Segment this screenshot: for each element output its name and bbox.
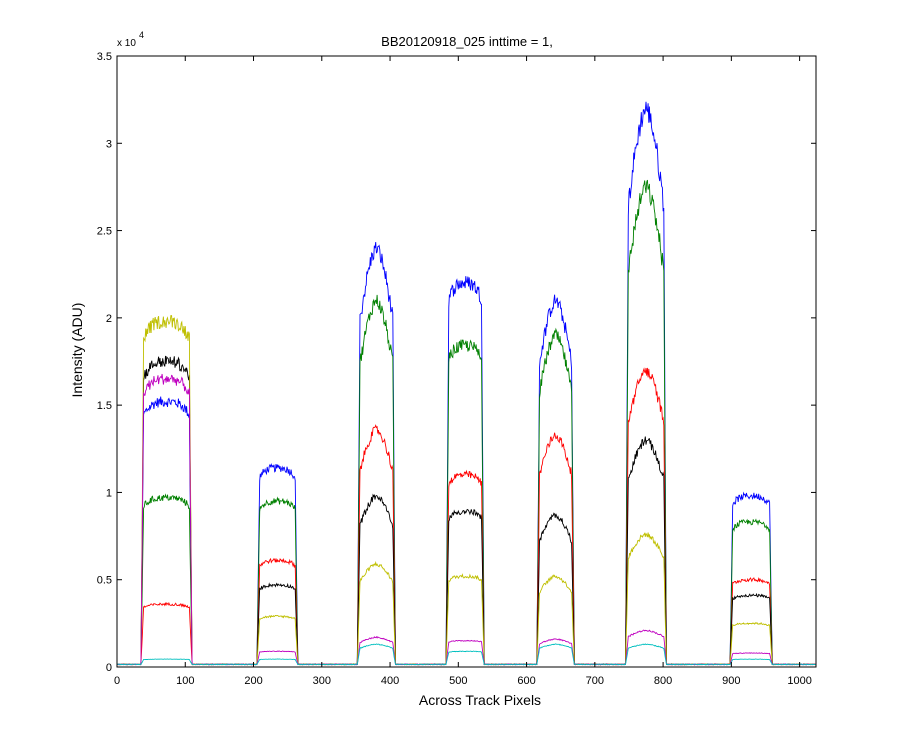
- x-tick-label: 500: [449, 675, 467, 687]
- x-tick-label: 0: [114, 675, 120, 687]
- y-tick-label: 0: [106, 662, 112, 674]
- x-tick-label: 600: [517, 675, 535, 687]
- x-tick-label: 700: [586, 675, 604, 687]
- y-tick-label: 2: [106, 313, 112, 325]
- y-tick-label: 2.5: [97, 226, 112, 238]
- x-axis-label: Across Track Pixels: [419, 692, 541, 708]
- y-exponent-label: x 10 4: [117, 30, 144, 49]
- x-tick-label: 400: [381, 675, 399, 687]
- x-tick-label: 800: [654, 675, 672, 687]
- series-line: [116, 643, 817, 666]
- y-axis-label: Intensity (ADU): [69, 303, 85, 398]
- y-tick-label: 1: [106, 487, 112, 499]
- y-tick-label: 1.5: [97, 400, 112, 412]
- ticks-layer: 0 100 200 300 400 500 600 700 800 900 1000 0 0.5 1 1.5…: [97, 51, 816, 687]
- y-tick-label: 3: [106, 138, 112, 150]
- y-tick-label: 0.5: [97, 575, 112, 587]
- plot-frame: [116, 55, 817, 668]
- series-layer: [116, 101, 817, 666]
- x-tick-label: 200: [244, 675, 262, 687]
- x-tick-label: 1000: [787, 675, 811, 687]
- y-exponent-power: 4: [139, 30, 144, 40]
- y-tick-label: 3.5: [97, 51, 112, 63]
- x-tick-label: 900: [722, 675, 740, 687]
- y-exponent-base: x 10: [117, 38, 136, 49]
- x-tick-label: 300: [313, 675, 331, 687]
- chart-title: BB20120918_025 inttime = 1,: [381, 34, 553, 49]
- x-tick-label: 100: [176, 675, 194, 687]
